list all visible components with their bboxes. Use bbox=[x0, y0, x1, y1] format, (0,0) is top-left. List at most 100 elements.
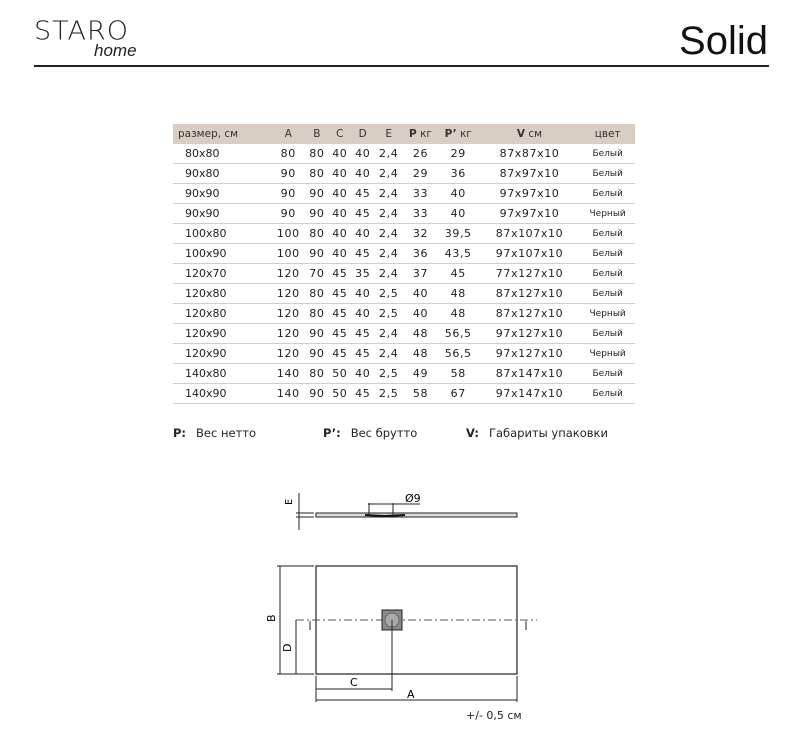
table-row: 140x80 140 80 50 40 2,5 49 58 87x147x10 Белый bbox=[173, 363, 635, 384]
table-cell: 80 bbox=[305, 144, 329, 164]
table-cell: 90 bbox=[305, 383, 329, 404]
table-row: 90x90 90 90 40 45 2,4 33 40 97x97x10 Белый bbox=[173, 183, 635, 204]
table-cell: 40 bbox=[437, 203, 479, 224]
table-cell: 2,4 bbox=[374, 183, 404, 204]
table-cell: 36 bbox=[437, 163, 479, 184]
table-cell: 2,5 bbox=[374, 363, 404, 384]
table-cell: 45 bbox=[328, 263, 352, 284]
table-cell: 40 bbox=[351, 303, 375, 324]
table-cell: 120 bbox=[271, 323, 306, 344]
table-cell: 45 bbox=[351, 183, 375, 204]
label-b: B bbox=[265, 614, 278, 622]
label-diameter: Ø9 bbox=[405, 492, 421, 505]
table-cell: 80 bbox=[305, 363, 329, 384]
table-cell: 40 bbox=[351, 223, 375, 244]
table-cell: 97x127x10 bbox=[478, 323, 581, 344]
table-cell: 97x107x10 bbox=[478, 243, 581, 264]
table-cell: 40 bbox=[351, 283, 375, 304]
table-cell: 90 bbox=[271, 203, 306, 224]
table-cell: 37 bbox=[403, 263, 438, 284]
table-cell: 58 bbox=[403, 383, 438, 404]
table-cell: 120x80 bbox=[173, 283, 272, 304]
legend-p: P: Вес нетто bbox=[173, 426, 257, 440]
table-cell: 48 bbox=[437, 283, 479, 304]
header-divider bbox=[34, 65, 769, 67]
table-row: 100x90 100 90 40 45 2,4 36 43,5 97x107x10 Белый bbox=[173, 243, 635, 264]
table-cell: Белый bbox=[580, 183, 635, 204]
table-cell: 90x90 bbox=[173, 203, 272, 224]
logo-subtext: home bbox=[94, 41, 137, 60]
table-cell: 2,4 bbox=[374, 163, 404, 184]
table-cell: 120 bbox=[271, 303, 306, 324]
table-cell: 29 bbox=[403, 163, 438, 184]
table-cell: 45 bbox=[328, 303, 352, 324]
table-cell: 49 bbox=[403, 363, 438, 384]
legend-p-gross: P’: Вес брутто bbox=[323, 426, 418, 440]
table-cell: 87x127x10 bbox=[478, 283, 581, 304]
table-cell: 29 bbox=[437, 144, 479, 164]
logo-text: STARO bbox=[34, 16, 130, 47]
table-row: 120x80 120 80 45 40 2,5 40 48 87x127x10 Белый bbox=[173, 283, 635, 304]
table-cell: Белый bbox=[580, 243, 635, 264]
staro-home-logo: STARO home bbox=[34, 18, 154, 60]
table-cell: 80 bbox=[305, 283, 329, 304]
table-cell: 33 bbox=[403, 183, 438, 204]
table-cell: 97x97x10 bbox=[478, 203, 581, 224]
table-cell: 45 bbox=[351, 383, 375, 404]
table-cell: 90 bbox=[271, 163, 306, 184]
table-cell: 40 bbox=[328, 183, 352, 204]
table-cell: 2,4 bbox=[374, 144, 404, 164]
table-cell: 77x127x10 bbox=[478, 263, 581, 284]
table-cell: 2,4 bbox=[374, 243, 404, 264]
table-cell: Белый bbox=[580, 323, 635, 344]
header-a: A bbox=[271, 124, 306, 144]
table-cell: Белый bbox=[580, 144, 635, 164]
table-cell: 48 bbox=[403, 323, 438, 344]
table-cell: 58 bbox=[437, 363, 479, 384]
table-row: 90x90 90 90 40 45 2,4 33 40 97x97x10 Черный bbox=[173, 203, 635, 224]
header-p: P кг bbox=[403, 124, 438, 144]
label-e: E bbox=[284, 499, 295, 505]
table-cell: 140 bbox=[271, 363, 306, 384]
table-row: 120x70 120 70 45 35 2,4 37 45 77x127x10 Белый bbox=[173, 263, 635, 284]
table-cell: 2,4 bbox=[374, 263, 404, 284]
table-cell: 87x127x10 bbox=[478, 303, 581, 324]
table-cell: 90 bbox=[271, 183, 306, 204]
table-row: 120x90 120 90 45 45 2,4 48 56,5 97x127x10 Белый bbox=[173, 323, 635, 344]
table-cell: 87x97x10 bbox=[478, 163, 581, 184]
header-v: V см bbox=[478, 124, 581, 144]
table-cell: 100 bbox=[271, 243, 306, 264]
table-cell: 48 bbox=[437, 303, 479, 324]
table-cell: 45 bbox=[351, 203, 375, 224]
table-cell: 40 bbox=[351, 163, 375, 184]
table-cell: 90 bbox=[305, 343, 329, 364]
table-cell: 90 bbox=[305, 323, 329, 344]
table-cell: 40 bbox=[328, 163, 352, 184]
table-cell: 45 bbox=[351, 343, 375, 364]
table-cell: 100x90 bbox=[173, 243, 272, 264]
table-cell: 2,4 bbox=[374, 203, 404, 224]
table-cell: 97x97x10 bbox=[478, 183, 581, 204]
table-cell: 70 bbox=[305, 263, 329, 284]
header-color: цвет bbox=[580, 124, 635, 144]
table-cell: 40 bbox=[351, 144, 375, 164]
table-cell: 33 bbox=[403, 203, 438, 224]
table-cell: 2,4 bbox=[374, 343, 404, 364]
header-b: B bbox=[305, 124, 329, 144]
table-cell: 67 bbox=[437, 383, 479, 404]
top-view bbox=[277, 565, 537, 702]
table-cell: 45 bbox=[351, 243, 375, 264]
header-d: D bbox=[351, 124, 375, 144]
table-cell: 80 bbox=[305, 303, 329, 324]
label-d: D bbox=[281, 644, 294, 652]
table-cell: Белый bbox=[580, 223, 635, 244]
table-cell: 32 bbox=[403, 223, 438, 244]
table-cell: Черный bbox=[580, 203, 635, 224]
table-cell: 120 bbox=[271, 263, 306, 284]
table-cell: 2,5 bbox=[374, 283, 404, 304]
table-row: 100x80 100 80 40 40 2,4 32 39,5 87x107x10 Белый bbox=[173, 223, 635, 244]
table-cell: 56,5 bbox=[437, 343, 479, 364]
table-header-row: размер, см A B C D E P кг P’ кг V см цве… bbox=[173, 124, 635, 144]
table-cell: Белый bbox=[580, 363, 635, 384]
table-cell: 45 bbox=[437, 263, 479, 284]
